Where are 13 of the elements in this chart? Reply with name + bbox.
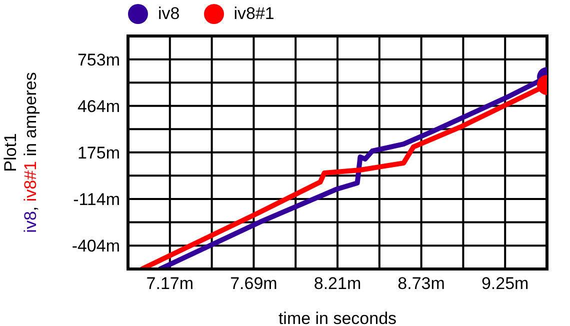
legend-label: iv8#1: [234, 4, 274, 24]
y-tick-label: 753m: [77, 50, 120, 70]
x-tick-label: 7.17m: [146, 274, 194, 294]
y-tick-label: -114m: [73, 190, 120, 209]
x-tick-label: 8.73m: [398, 274, 445, 294]
x-tick-label: 9.25m: [481, 274, 529, 294]
y-tick-label: 464m: [77, 96, 120, 116]
y-tick-label: 175m: [77, 143, 120, 162]
y-tick-label: -404m: [72, 236, 120, 256]
x-axis-title: time in seconds: [278, 309, 397, 326]
legend-label: iv8: [158, 4, 180, 24]
x-tick-label: 8.21m: [314, 274, 362, 294]
x-tick-label: 7.69m: [230, 274, 278, 294]
